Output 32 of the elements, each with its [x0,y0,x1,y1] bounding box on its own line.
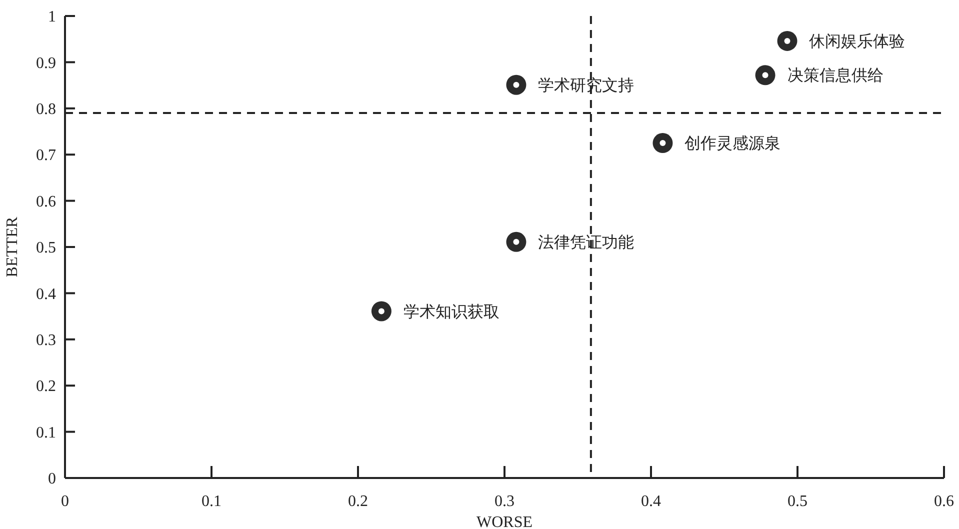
y-tick-label: 0.4 [36,286,56,303]
y-tick-label: 0.9 [36,54,56,72]
annotation: 学术知识获取 [403,302,500,321]
x-tick-label: 0.5 [788,493,808,510]
y-tick-label: 0.1 [36,424,56,442]
y-axis-title: BETTER [4,216,21,278]
x-tick-label: 0 [61,493,69,510]
y-tick-label: 0 [48,470,56,488]
x-tick-label: 0.3 [494,493,514,510]
x-tick-label: 0.1 [202,493,222,510]
annotation: 创作灵感源泉 [684,134,781,153]
annotation: 法律凭证功能 [538,232,634,252]
y-tick-label: 0.2 [36,378,56,396]
point [755,65,776,86]
x-tick-label: 0.2 [348,493,368,510]
x-tick-label: 0.6 [934,493,954,510]
annotation: 休闲娱乐体验 [809,32,906,51]
y-tick-label: 0.8 [36,101,56,118]
point [652,133,673,154]
y-tick-label: 0.3 [36,332,56,349]
point [777,30,798,51]
point [371,301,392,322]
y-tick-label: 0.6 [36,193,56,210]
y-tick-label: 0.5 [36,240,56,257]
annotation: 学术研究文持 [538,75,634,94]
y-tick-label: 0.7 [36,147,56,164]
annotation: 决策信息供给 [787,66,884,85]
x-tick-label: 0.4 [641,493,661,510]
point [506,232,526,252]
x-axis-title: WORSE [476,514,532,529]
point [506,74,526,95]
y-tick-label: 1 [48,8,56,26]
